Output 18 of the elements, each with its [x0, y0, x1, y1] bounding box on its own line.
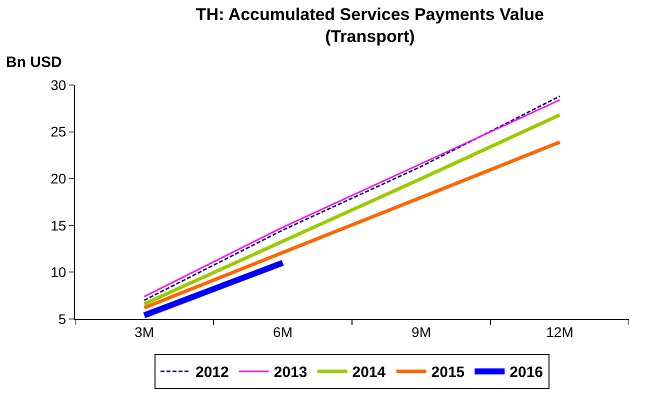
y-tick-label: 25: [50, 124, 66, 140]
x-tick-label: 3M: [134, 324, 154, 340]
legend-label: 2013: [274, 364, 308, 382]
y-tick-label: 15: [50, 217, 66, 234]
legend-label: 2016: [510, 364, 544, 382]
legend-label: 2015: [431, 364, 465, 382]
x-tick-label: 9M: [412, 324, 431, 340]
y-tick-label: 20: [50, 170, 66, 186]
chart-title: TH: Accumulated Services Payments Value (Transport): [196, 5, 544, 46]
x-tick-label: 12M: [546, 324, 574, 340]
y-tick-label: 5: [58, 310, 66, 327]
y-tick-label: 30: [50, 76, 66, 93]
line-series: [142, 140, 562, 310]
x-tick-label: 6M: [273, 324, 292, 340]
y-tick-label: 10: [50, 264, 66, 280]
legend-label: 2012: [196, 364, 229, 382]
y-axis-title: Bn USD: [6, 54, 62, 71]
legend-label: 2014: [352, 364, 386, 382]
